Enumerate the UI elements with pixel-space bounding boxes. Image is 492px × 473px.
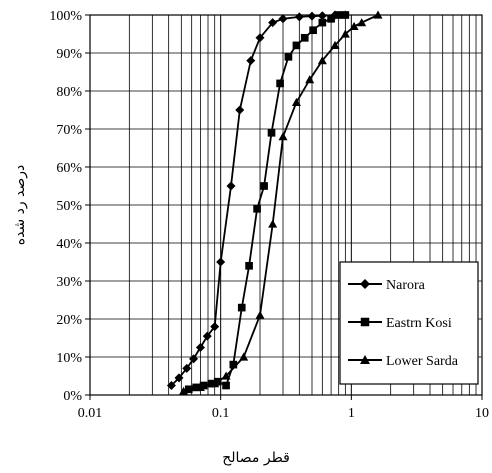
diamond-marker <box>226 181 236 191</box>
triangle-marker <box>349 21 359 30</box>
square-marker <box>360 317 370 327</box>
square-marker <box>327 14 335 23</box>
y-tick-label: 70% <box>56 123 82 138</box>
y-tick-label: 40% <box>56 237 82 252</box>
diamond-marker <box>268 18 278 28</box>
y-axis-title: درصد رد شده <box>12 165 28 246</box>
series-line <box>183 14 379 393</box>
ticks: 0% 10% 20% 30% 40% 50% 60% 70% 80% 90% 100% 0.01 0.1… <box>49 9 489 421</box>
x-axis-title: قطر مصالح <box>222 450 290 466</box>
diamond-marker <box>195 343 205 352</box>
legend-item: Eastrn Kosi <box>348 316 452 331</box>
diamond-marker <box>235 105 245 115</box>
legend-item: Lower Sarda <box>348 354 459 369</box>
square-marker <box>199 381 208 390</box>
x-tick-label: 10 <box>475 406 489 421</box>
square-marker <box>222 381 230 390</box>
square-marker <box>318 18 327 27</box>
diamond-marker <box>360 279 370 289</box>
triangle-marker <box>210 379 220 388</box>
y-tick-label: 100% <box>49 9 82 24</box>
triangle-marker <box>305 75 315 84</box>
triangle-marker <box>255 310 265 319</box>
y-tick-label: 20% <box>56 313 82 328</box>
square-marker <box>309 26 317 35</box>
triangle-marker <box>291 97 301 106</box>
diamond-marker <box>189 354 199 364</box>
square-marker <box>276 79 284 88</box>
triangle-marker <box>317 56 327 65</box>
diamond-marker <box>216 257 226 267</box>
square-marker <box>229 360 238 369</box>
triangle-marker <box>195 382 205 391</box>
diamond-marker <box>255 33 265 43</box>
y-tick-label: 10% <box>56 351 82 366</box>
diamond-marker <box>182 363 192 373</box>
triangle-marker <box>239 352 249 361</box>
legend-label: Lower Sarda <box>386 354 459 369</box>
diamond-marker <box>202 331 212 341</box>
y-tick-label: 60% <box>56 161 82 176</box>
series-narora <box>166 10 350 390</box>
square-marker <box>284 52 293 61</box>
triangle-marker <box>360 355 370 364</box>
y-tick-label: 90% <box>56 47 82 62</box>
x-tick-label: 1 <box>348 406 355 421</box>
square-marker <box>267 128 276 137</box>
diamond-marker <box>307 11 317 21</box>
triangle-marker <box>330 40 340 49</box>
x-tick-label: 0.01 <box>78 406 103 421</box>
square-marker <box>292 41 301 50</box>
diamond-marker <box>317 11 327 21</box>
diamond-marker <box>166 381 176 390</box>
y-tick-label: 30% <box>56 275 82 290</box>
square-marker <box>253 204 261 213</box>
triangle-marker <box>268 219 278 228</box>
y-tick-label: 80% <box>56 85 82 100</box>
square-marker <box>245 261 253 270</box>
square-marker <box>300 33 309 42</box>
series <box>166 10 383 395</box>
legend-label: Narora <box>386 278 426 293</box>
diamond-marker <box>246 56 256 66</box>
triangle-marker <box>278 132 288 141</box>
triangle-marker <box>357 18 367 27</box>
square-marker <box>334 11 343 19</box>
y-tick-label: 50% <box>56 199 82 214</box>
x-tick-label: 0.1 <box>212 406 230 421</box>
triangle-marker <box>221 371 231 380</box>
diamond-marker <box>294 12 304 22</box>
square-marker <box>237 303 246 312</box>
legend-item: Narora <box>348 278 426 293</box>
square-marker <box>341 11 350 19</box>
y-tick-label: 0% <box>63 389 82 404</box>
series-lower-sarda <box>179 10 383 395</box>
square-marker <box>260 182 268 190</box>
diamond-marker <box>210 322 220 332</box>
square-marker <box>192 383 201 392</box>
diamond-marker <box>174 373 184 383</box>
triangle-marker <box>373 10 383 19</box>
legend-label: Eastrn Kosi <box>386 316 452 331</box>
triangle-marker <box>340 29 350 38</box>
legend: Narora Eastrn Kosi Lower Sarda <box>339 261 479 385</box>
diamond-marker <box>278 14 288 24</box>
triangle-marker <box>179 386 189 395</box>
